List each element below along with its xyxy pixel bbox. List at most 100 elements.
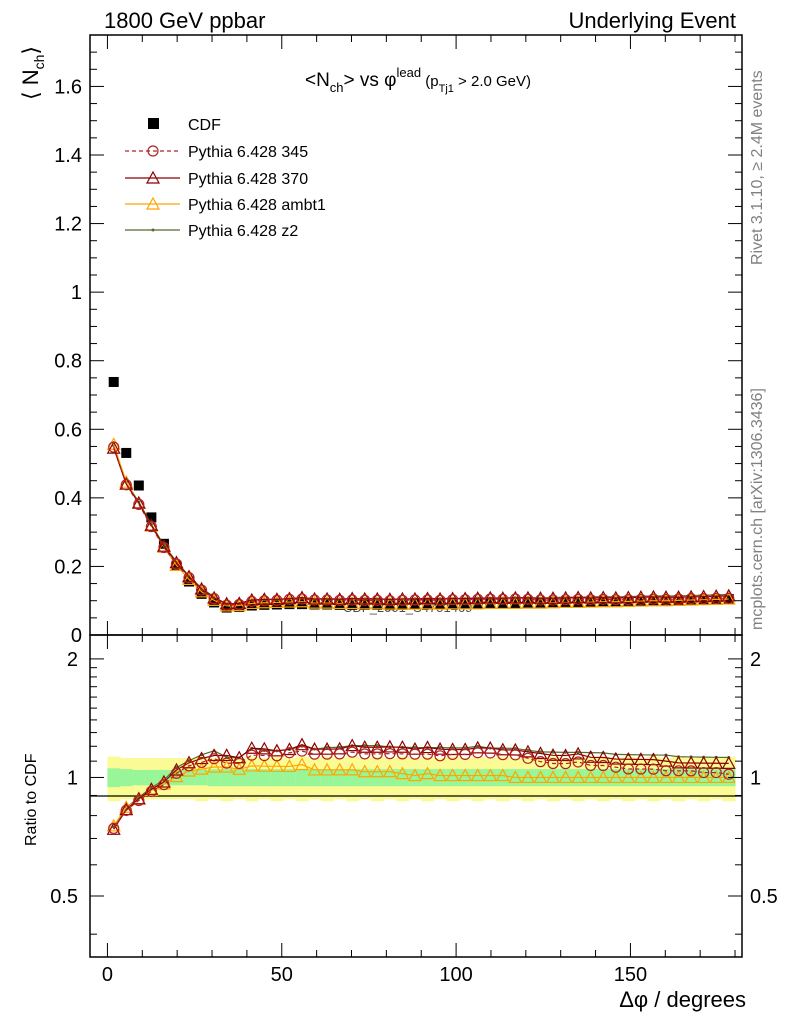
series-pythia-6-428-345-ratio <box>108 745 735 834</box>
series-pythia-6-428-z2-ratio-point <box>363 744 367 748</box>
ratio-plot-panel: 0 50 100 150 0.5 0.5 1 1 2 2 Ratio to CDF Δφ / de… <box>23 634 778 1012</box>
series-pythia-6-428-345-ratio-point <box>597 759 609 772</box>
series-pythia-6-428-ambt1-point <box>658 593 674 607</box>
series-pythia-6-428-345-point <box>472 593 484 605</box>
y-tick-label: 0.2 <box>54 556 82 578</box>
series-pythia-6-428-345-point <box>647 593 660 605</box>
series-pythia-6-428-345-point <box>296 593 308 605</box>
series-pythia-6-428-ambt1-ratio-point <box>533 770 548 784</box>
series-pythia-6-428-ambt1-point <box>307 595 322 609</box>
series-pythia-6-428-345-point <box>447 594 459 606</box>
series-pythia-6-428-ambt1-line <box>113 444 729 607</box>
series-pythia-6-428-ambt1-ratio-point <box>433 768 448 782</box>
series-pythia-6-428-370-ratio-point <box>382 739 397 753</box>
series-pythia-6-428-z2-ratio-point <box>451 746 455 750</box>
series-pythia-6-428-370-ratio-point <box>320 741 335 755</box>
series-pythia-6-428-ambt1-ratio-point <box>571 770 586 784</box>
title-part: <N <box>305 70 330 91</box>
ratio-uncertainty-inner <box>107 768 121 788</box>
series-pythia-6-428-ambt1-point <box>621 594 636 607</box>
series-pythia-6-428-370-ratio-point <box>671 755 686 769</box>
series-pythia-6-428-ambt1-ratio-point <box>583 770 598 784</box>
y-tick-label: 0.4 <box>54 488 82 510</box>
series-pythia-6-428-345-ratio-point <box>384 748 396 760</box>
series-pythia-6-428-ambt1-point <box>294 594 309 608</box>
series-pythia-6-428-ambt1-ratio-point <box>244 758 259 772</box>
y-tick-label: 0.8 <box>54 351 82 373</box>
series-pythia-6-428-370-point <box>345 591 360 605</box>
ratio-uncertainty-inner <box>295 769 309 787</box>
series-pythia-6-428-ambt1-ratio-point <box>294 757 309 771</box>
series-pythia-6-428-345-point <box>120 479 132 491</box>
series-pythia-6-428-345-point <box>384 595 396 607</box>
series-pythia-6-428-370-ratio-point <box>131 791 146 805</box>
series-pythia-6-428-370-point <box>671 590 686 603</box>
series-pythia-6-428-ambt1-ratio-point <box>546 770 561 784</box>
series-pythia-6-428-345-point <box>509 593 521 605</box>
series-pythia-6-428-z2-ratio-point <box>413 746 417 750</box>
series-pythia-6-428-345-point <box>346 594 358 606</box>
series-pythia-6-428-ambt1-point <box>546 595 561 609</box>
series-pythia-6-428-370-ratio-point <box>495 742 510 756</box>
series-pythia-6-428-ambt1-point <box>608 594 623 608</box>
series-pythia-6-428-345-point <box>208 593 220 605</box>
series-pythia-6-428-345-point <box>421 594 434 606</box>
legend-marker <box>145 170 161 184</box>
series-pythia-6-428-345-point <box>133 498 145 510</box>
ratio-uncertainty-inner <box>245 769 259 787</box>
series-pythia-6-428-370-point <box>144 518 159 531</box>
series-pythia-6-428-ambt1-ratio-point <box>633 770 648 784</box>
series-pythia-6-428-ambt1-point <box>671 593 686 606</box>
series-pythia-6-428-345-point <box>258 595 270 607</box>
series-pythia-6-428-345-point <box>597 593 609 605</box>
ratio-y-tick-label: 0.5 <box>50 886 78 908</box>
series-pythia-6-428-370-ratio-point <box>294 737 309 751</box>
series-pythia-6-428-345-ratio-point <box>133 794 145 807</box>
series-pythia-6-428-345-point <box>534 594 547 606</box>
series-pythia-6-428-z2-ratio-point <box>576 750 580 754</box>
series-pythia-6-428-ambt1-point <box>269 595 284 609</box>
series-pythia-6-428-345-point <box>359 594 371 606</box>
series-pythia-6-428-ambt1-ratio-point <box>458 768 473 782</box>
series-pythia-6-428-z2-ratio-point <box>476 744 480 748</box>
series-pythia-6-428-345-ratio-point <box>221 757 233 769</box>
cdf-point <box>234 601 245 612</box>
series-pythia-6-428-345-ratio-point <box>434 750 446 762</box>
ratio-uncertainty-inner <box>496 769 510 787</box>
series-pythia-6-428-370-point <box>571 590 586 604</box>
header-right: Underlying Event <box>568 8 736 33</box>
series-pythia-6-428-z2-ratio-line <box>113 745 729 828</box>
series-pythia-6-428-345-ratio-point <box>321 748 333 760</box>
mcplots-label: mcplots.cern.ch [arXiv:1306.3436] <box>749 388 766 630</box>
series-pythia-6-428-345-ratio-point <box>647 763 660 775</box>
series-pythia-6-428-370-point <box>696 589 711 603</box>
series-pythia-6-428-370-point <box>433 591 448 605</box>
legend: CDF Pythia 6.428 345 Pythia 6.428 370 Pythi… <box>125 117 326 240</box>
series-pythia-6-428-345-point <box>283 593 296 605</box>
series-pythia-6-428-ambt1-point <box>571 595 586 609</box>
series-pythia-6-428-370-ratio-point <box>596 750 611 764</box>
series-pythia-6-428-345-ratio-point <box>534 756 547 768</box>
series-pythia-6-428-370-point <box>658 590 674 603</box>
series-pythia-6-428-370-point <box>445 591 460 605</box>
series-pythia-6-428-370-ratio-point <box>571 746 586 760</box>
series-pythia-6-428-ambt1-ratio-point <box>508 770 523 784</box>
series-pythia-6-428-345-point <box>484 593 496 605</box>
ratio-y-axis-label: Ratio to CDF <box>23 753 40 846</box>
series-pythia-6-428-345-point <box>158 541 170 554</box>
legend-label: Pythia 6.428 345 <box>188 144 308 161</box>
series-pythia-6-428-370-point <box>282 591 297 605</box>
cdf-point <box>121 447 132 458</box>
series-pythia-6-428-ambt1-ratio-point <box>646 770 661 784</box>
series-pythia-6-428-ambt1-point <box>633 593 648 607</box>
series-pythia-6-428-370-point <box>546 591 561 604</box>
cdf-point <box>221 602 232 613</box>
series-pythia-6-428-345-ratio-point <box>208 753 220 765</box>
series-pythia-6-428-z2-line <box>113 445 729 605</box>
series-pythia-6-428-345-ratio-point <box>195 756 208 769</box>
series-pythia-6-428-z2-ratio-point <box>513 746 517 750</box>
series-pythia-6-428-345-ratio-point <box>183 760 195 772</box>
series-pythia-6-428-370-point <box>407 591 422 605</box>
legend-cdf: CDF <box>148 117 221 134</box>
